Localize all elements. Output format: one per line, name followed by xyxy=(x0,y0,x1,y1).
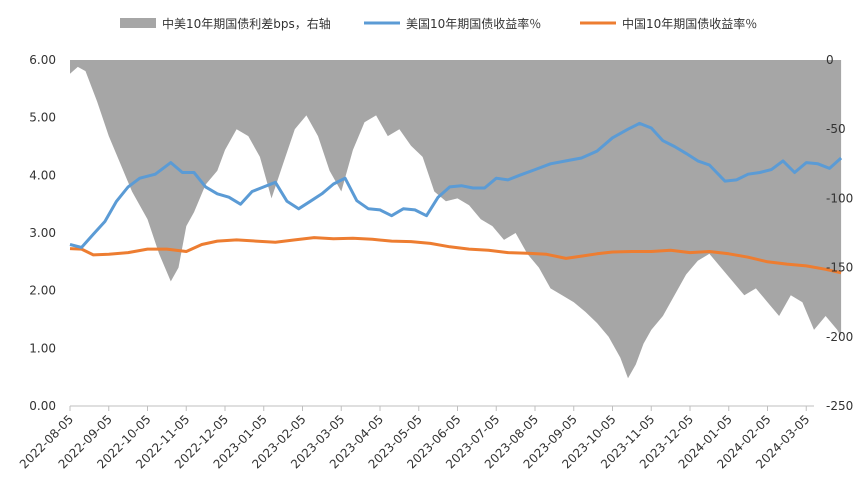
right-tick-label: -100 xyxy=(826,191,853,205)
left-axis: 0.00 1.00 2.00 3.00 4.00 5.00 6.00 xyxy=(29,53,56,413)
legend-swatch-spread xyxy=(120,18,156,28)
left-tick-label: 1.00 xyxy=(29,341,56,355)
us-yield-line xyxy=(69,121,843,249)
legend-label-us: 美国10年期国债收益率％ xyxy=(406,16,541,31)
right-tick-label: 0 xyxy=(826,53,834,67)
x-axis: 2022-08-052022-09-052022-10-052022-11-05… xyxy=(17,406,812,471)
legend: 中美10年期国债利差bps，右轴 美国10年期国债收益率％ 中国10年期国债收益… xyxy=(120,16,757,31)
plot-area xyxy=(69,60,843,407)
left-tick-label: 4.00 xyxy=(29,168,56,182)
spread-area xyxy=(70,60,842,379)
legend-label-spread: 中美10年期国债利差bps，右轴 xyxy=(162,16,331,31)
cn-yield-line xyxy=(69,236,842,275)
right-tick-label: -150 xyxy=(826,261,853,275)
legend-label-cn: 中国10年期国债收益率％ xyxy=(622,16,757,31)
right-tick-label: -250 xyxy=(826,399,853,413)
left-tick-label: 5.00 xyxy=(29,111,56,125)
left-tick-label: 6.00 xyxy=(29,53,56,67)
left-tick-label: 3.00 xyxy=(29,226,56,240)
right-axis: -250 -200 -150 -100 -50 0 xyxy=(826,53,853,413)
right-tick-label: -200 xyxy=(826,330,853,344)
right-tick-label: -50 xyxy=(826,122,846,136)
left-tick-label: 2.00 xyxy=(29,284,56,298)
left-tick-label: 0.00 xyxy=(29,399,56,413)
